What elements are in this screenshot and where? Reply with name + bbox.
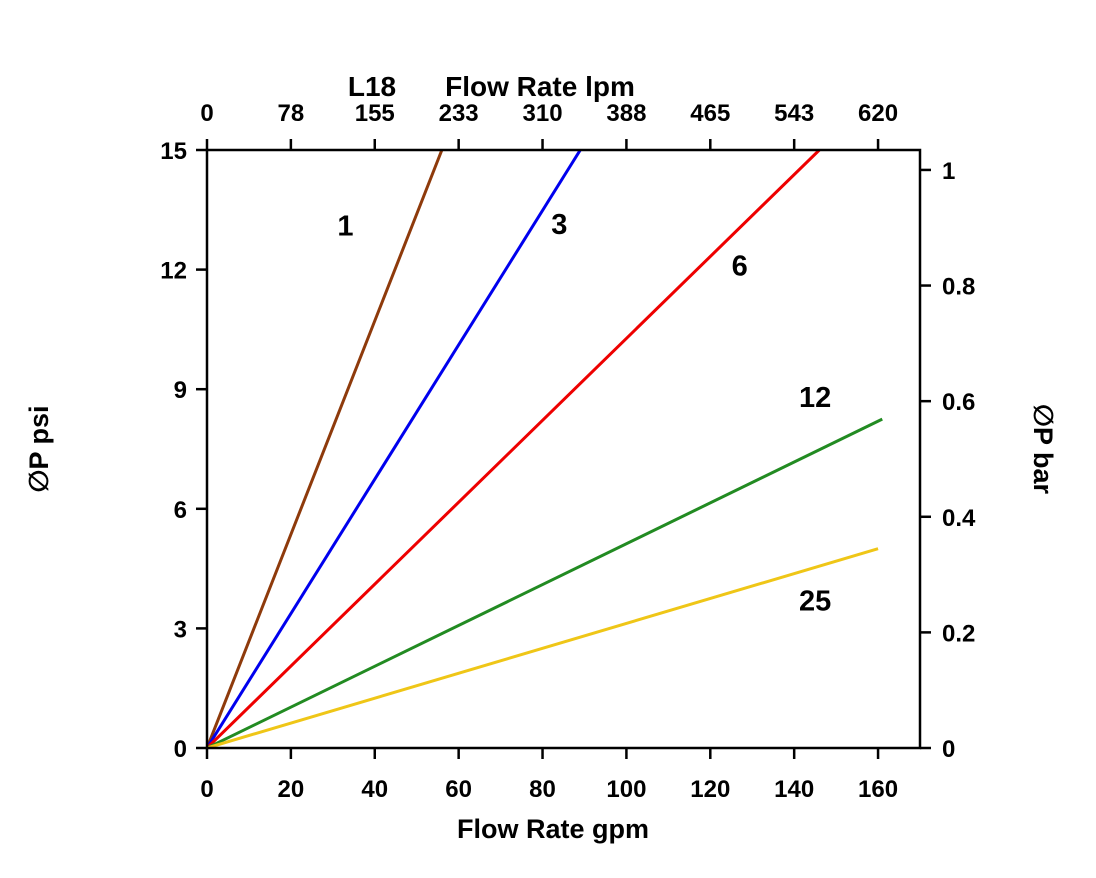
y-right-tick-label: 0.2 — [942, 620, 975, 647]
y-right-tick-label: 0.6 — [942, 389, 975, 416]
x-top-tick-label: 233 — [439, 100, 479, 127]
x-bottom-tick-label: 120 — [690, 776, 730, 803]
y-left-tick-label: 9 — [174, 377, 187, 404]
series-label: 6 — [732, 251, 748, 283]
x-bottom-tick-label: 40 — [361, 776, 388, 803]
x-bottom-tick-label: 80 — [529, 776, 556, 803]
x-bottom-tick-label: 160 — [858, 776, 898, 803]
bottom-axis-title: Flow Rate gpm — [457, 814, 649, 844]
series-label: 1 — [337, 211, 353, 243]
y-right-tick-label: 0 — [942, 736, 955, 763]
chart-model-label: L18 — [348, 71, 396, 102]
x-bottom-tick-label: 60 — [445, 776, 472, 803]
y-right-tick-label: 0.8 — [942, 274, 975, 301]
y-right-tick-label: 0.4 — [942, 505, 976, 532]
plot-border — [205, 148, 922, 750]
x-top-tick-label: 155 — [355, 100, 395, 127]
series-line-3 — [207, 150, 582, 748]
x-bottom-tick-label: 100 — [606, 776, 646, 803]
top-axis-title: Flow Rate lpm — [445, 71, 635, 102]
series-line-1 — [207, 150, 444, 748]
x-bottom-tick-label: 140 — [774, 776, 814, 803]
left-axis-title: ∅P psi — [24, 405, 54, 492]
x-top-tick-label: 543 — [774, 100, 814, 127]
y-left-tick-label: 12 — [160, 258, 187, 285]
y-left-tick-label: 0 — [174, 736, 187, 763]
x-bottom-tick-label: 0 — [200, 776, 213, 803]
x-top-tick-label: 620 — [858, 100, 898, 127]
x-top-tick-label: 78 — [278, 100, 305, 127]
x-top-tick-label: 388 — [606, 100, 646, 127]
y-left-tick-label: 6 — [174, 497, 187, 524]
series-line-25 — [207, 547, 879, 748]
x-top-tick-label: 465 — [690, 100, 730, 127]
series-label: 3 — [551, 209, 567, 241]
series-label: 25 — [799, 585, 831, 617]
series-line-6 — [207, 150, 821, 748]
series-label: 12 — [799, 382, 831, 414]
series-line-12 — [207, 417, 883, 748]
y-left-tick-label: 3 — [174, 616, 187, 643]
x-bottom-tick-label: 20 — [278, 776, 305, 803]
x-top-tick-label: 0 — [200, 100, 213, 127]
y-left-tick-label: 15 — [160, 138, 187, 165]
x-top-tick-label: 310 — [523, 100, 563, 127]
right-axis-title: ∅P bar — [1028, 404, 1058, 495]
y-right-tick-label: 1 — [942, 158, 955, 185]
